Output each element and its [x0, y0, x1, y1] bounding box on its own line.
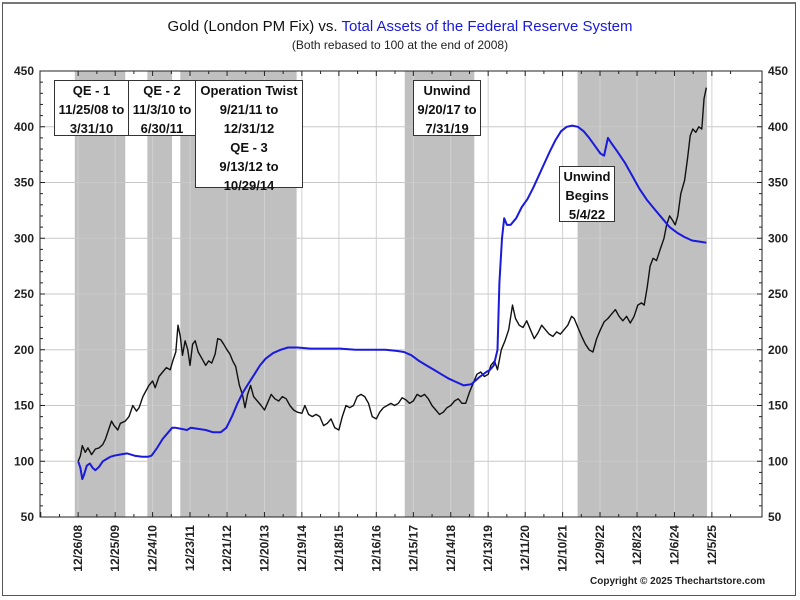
y-tick-label-left: 300	[14, 231, 34, 245]
y-axis-left: 50 100 150 200 250 300 350 400 450	[14, 64, 34, 524]
annotation-line: 5/4/22	[568, 207, 606, 222]
annotation-line: 9/20/17 to	[417, 102, 477, 117]
x-tick-label: 12/10/21	[556, 525, 570, 572]
x-tick-label: 12/21/12	[220, 525, 234, 572]
annotation-line: Unwind	[563, 169, 611, 184]
annotation-line: 3/31/10	[69, 121, 114, 136]
y-tick-label-right: 400	[768, 120, 788, 134]
x-tick-label: 12/15/17	[406, 525, 420, 572]
y-tick-label-right: 350	[768, 176, 788, 190]
y-axis-right: 50 100 150 200 250 300 350 400 450	[768, 64, 788, 524]
x-tick-label: 12/9/22	[593, 525, 607, 565]
annotation-line: Operation Twist	[200, 83, 298, 98]
annotation-line: 9/21/11 to	[219, 102, 279, 117]
fed-assets-series-line	[77, 124, 707, 481]
chart-title-fed: Total Assets of the Federal Reserve Syst…	[341, 18, 633, 35]
annotation-line: 9/13/12 to	[219, 159, 279, 174]
x-tick-label: 12/23/11	[183, 525, 197, 571]
y-tick-label-right: 50	[768, 510, 782, 524]
annotation-unwind-begins-2022: Unwind Begins 5/4/22	[559, 166, 615, 222]
chart-subtitle: (Both rebased to 100 at the end of 2008)	[291, 38, 509, 52]
gold-series-line	[77, 87, 707, 462]
x-tick-label: 12/16/16	[369, 525, 383, 572]
axis-ticks	[40, 70, 762, 518]
annotation-line: 7/31/19	[425, 121, 469, 136]
y-tick-label-left: 400	[14, 120, 34, 134]
y-tick-label-left: 250	[14, 287, 34, 301]
annotation-line: QE - 2	[143, 83, 181, 98]
y-tick-label-right: 200	[768, 343, 788, 357]
x-tick-label: 12/5/25	[705, 525, 719, 565]
y-tick-label-left: 50	[21, 510, 35, 524]
copyright-text: Copyright © 2025 Thechartstore.com	[590, 576, 766, 587]
y-tick-label-left: 350	[14, 176, 34, 190]
x-tick-label: 12/11/20	[518, 525, 532, 571]
y-tick-label-right: 250	[768, 287, 788, 301]
annotation-line: Begins	[565, 188, 609, 203]
annotation-operation-twist-qe3: Operation Twist 9/21/11 to 12/31/12 QE -…	[195, 80, 303, 193]
x-tick-label: 12/8/23	[630, 525, 644, 565]
x-tick-label: 12/25/09	[108, 525, 122, 572]
y-tick-label-left: 450	[14, 64, 34, 78]
x-axis: 12/26/08 12/25/09 12/24/10 12/23/11 12/21/12…	[71, 525, 719, 572]
annotation-line: 12/31/12	[223, 121, 275, 136]
x-tick-label: 12/20/13	[257, 525, 271, 572]
y-tick-label-right: 450	[768, 64, 788, 78]
y-tick-label-right: 100	[768, 454, 788, 468]
annotation-unwind-2017: Unwind 9/20/17 to 7/31/19	[413, 80, 481, 136]
annotation-line: 11/3/10 to	[132, 102, 192, 117]
y-tick-label-right: 300	[768, 231, 788, 245]
y-tick-label-right: 150	[768, 399, 788, 413]
annotation-line: 10/29/14	[223, 178, 275, 193]
x-tick-label: 12/19/14	[295, 525, 309, 572]
series-lines	[77, 87, 707, 481]
x-tick-label: 12/26/08	[71, 525, 85, 572]
y-tick-label-left: 100	[14, 454, 34, 468]
y-tick-label-left: 150	[14, 399, 34, 413]
chart-title-gold: Gold (London PM Fix) vs.	[167, 18, 342, 35]
chart-title: Gold (London PM Fix) vs. Total Assets of…	[0, 18, 800, 35]
annotation-qe2: QE - 2 11/3/10 to 6/30/11	[128, 80, 196, 136]
y-tick-label-left: 200	[14, 343, 34, 357]
annotation-line: 6/30/11	[140, 121, 184, 136]
annotation-line: QE - 3	[230, 140, 268, 155]
x-tick-label: 12/13/19	[481, 525, 495, 572]
x-tick-label: 12/14/18	[444, 525, 458, 572]
x-tick-label: 12/24/10	[146, 525, 160, 572]
annotation-line: Unwind	[423, 83, 471, 98]
annotation-line: 11/25/08 to	[58, 102, 125, 117]
x-tick-label: 12/18/15	[332, 525, 346, 572]
annotation-line: QE - 1	[72, 83, 111, 98]
x-tick-label: 12/6/24	[667, 525, 681, 565]
annotation-qe1: QE - 1 11/25/08 to 3/31/10	[54, 80, 129, 136]
